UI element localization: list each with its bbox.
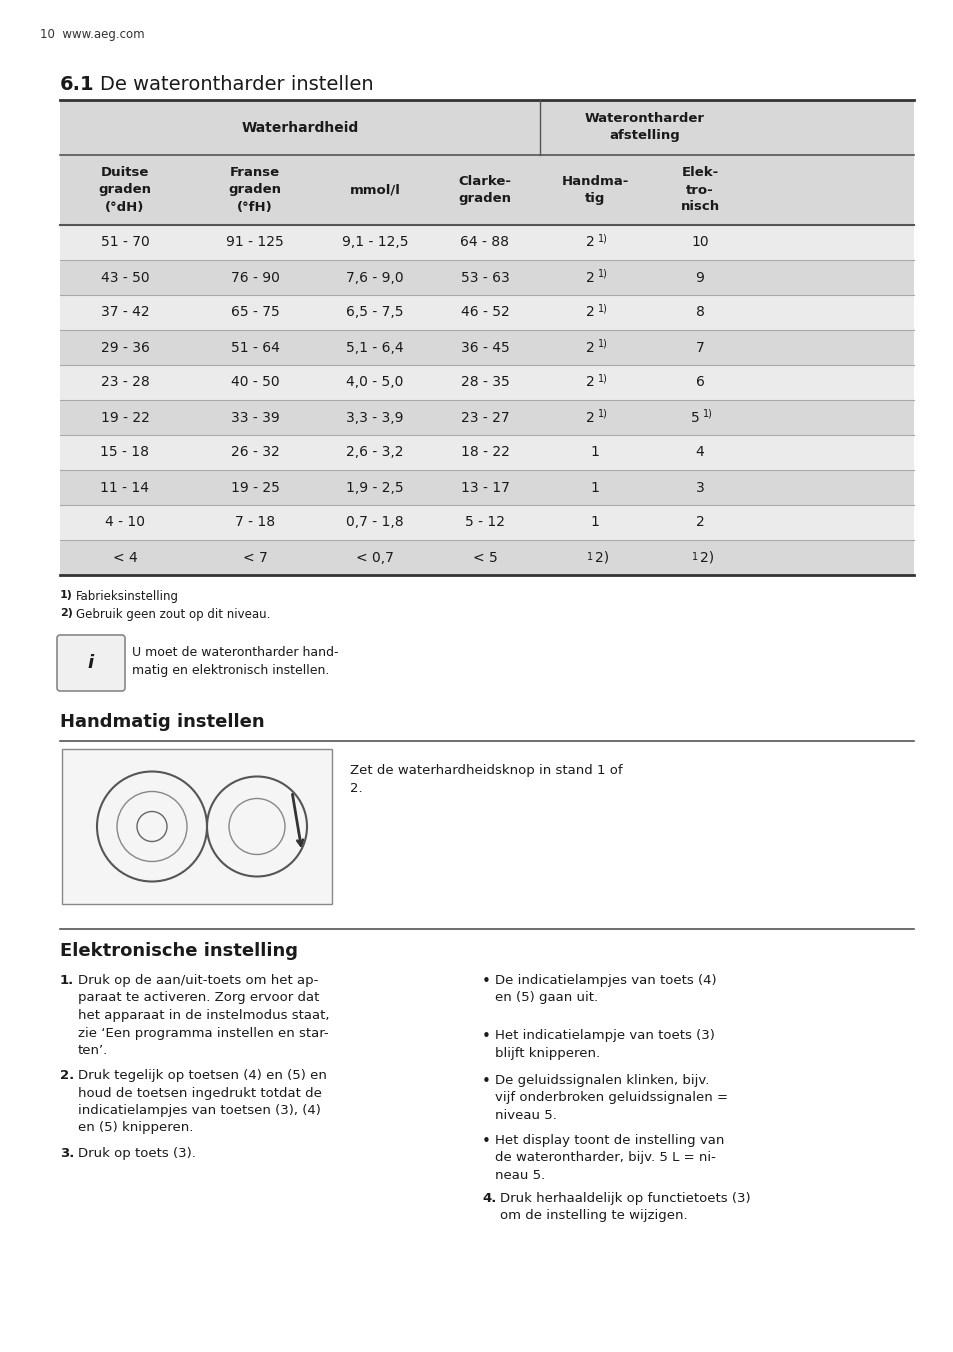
Text: 1: 1 [590, 446, 598, 460]
Text: 7,6 - 9,0: 7,6 - 9,0 [346, 270, 403, 284]
Text: < 0,7: < 0,7 [355, 550, 394, 565]
Text: 4.: 4. [481, 1192, 496, 1205]
Text: 2: 2 [585, 306, 594, 319]
Text: 2): 2) [60, 608, 72, 618]
Bar [60, 470, 913, 506]
Text: 1: 1 [590, 515, 598, 530]
Text: Gebruik geen zout op dit niveau.: Gebruik geen zout op dit niveau. [76, 608, 270, 621]
Text: Het indicatielampje van toets (3)
blijft knipperen.: Het indicatielampje van toets (3) blijft… [495, 1029, 714, 1060]
Bar [60, 506, 913, 539]
Bar [60, 155, 913, 224]
Text: 8: 8 [695, 306, 703, 319]
Text: 4,0 - 5,0: 4,0 - 5,0 [346, 376, 403, 389]
Text: 65 - 75: 65 - 75 [231, 306, 279, 319]
Text: 36 - 45: 36 - 45 [460, 341, 509, 354]
Text: 9,1 - 12,5: 9,1 - 12,5 [341, 235, 408, 250]
Text: 26 - 32: 26 - 32 [231, 446, 279, 460]
Text: 1): 1) [598, 408, 607, 419]
Text: De indicatielampjes van toets (4)
en (5) gaan uit.: De indicatielampjes van toets (4) en (5)… [495, 973, 716, 1005]
Bar [60, 365, 913, 400]
Text: 10: 10 [691, 235, 708, 250]
Text: 5,1 - 6,4: 5,1 - 6,4 [346, 341, 403, 354]
Text: 53 - 63: 53 - 63 [460, 270, 509, 284]
Bar [60, 435, 913, 470]
Text: 2,6 - 3,2: 2,6 - 3,2 [346, 446, 403, 460]
Text: 1): 1) [598, 338, 607, 349]
Text: 2: 2 [585, 376, 594, 389]
Text: < 5: < 5 [472, 550, 497, 565]
Text: 19 - 25: 19 - 25 [231, 480, 279, 495]
Text: 37 - 42: 37 - 42 [101, 306, 150, 319]
Text: 3.: 3. [60, 1146, 74, 1160]
Text: 28 - 35: 28 - 35 [460, 376, 509, 389]
Text: 46 - 52: 46 - 52 [460, 306, 509, 319]
Text: Franse
graden
(°fH): Franse graden (°fH) [229, 166, 281, 214]
Text: 1): 1) [60, 589, 72, 600]
Text: 2: 2 [695, 515, 703, 530]
Bar [60, 295, 913, 330]
Text: Zet de waterhardheidsknop in stand 1 of
2.: Zet de waterhardheidsknop in stand 1 of … [350, 764, 622, 795]
Text: 11 - 14: 11 - 14 [100, 480, 150, 495]
Text: •: • [481, 1029, 491, 1044]
Text: 7: 7 [695, 341, 703, 354]
Bar [60, 224, 913, 260]
Text: 2: 2 [585, 235, 594, 250]
Bar [60, 539, 913, 575]
Text: 13 - 17: 13 - 17 [460, 480, 509, 495]
Text: Waterhardheid: Waterhardheid [241, 120, 358, 134]
Text: 9: 9 [695, 270, 703, 284]
Text: 19 - 22: 19 - 22 [100, 411, 150, 425]
Text: 1): 1) [598, 269, 607, 279]
Text: Druk op toets (3).: Druk op toets (3). [78, 1146, 195, 1160]
Text: 6: 6 [695, 376, 703, 389]
Text: mmol/l: mmol/l [349, 184, 400, 196]
Text: 4: 4 [695, 446, 703, 460]
Text: 43 - 50: 43 - 50 [101, 270, 150, 284]
Text: Druk tegelijk op toetsen (4) en (5) en
houd de toetsen ingedrukt totdat de
indic: Druk tegelijk op toetsen (4) en (5) en h… [78, 1069, 327, 1134]
Text: •: • [481, 973, 491, 990]
Text: 5 - 12: 5 - 12 [464, 515, 504, 530]
Text: 1.: 1. [60, 973, 74, 987]
Text: 1,9 - 2,5: 1,9 - 2,5 [346, 480, 403, 495]
Text: 10  www.aeg.com: 10 www.aeg.com [40, 28, 145, 41]
Text: 23 - 27: 23 - 27 [460, 411, 509, 425]
Text: Handmatig instellen: Handmatig instellen [60, 713, 264, 731]
Text: 2: 2 [585, 411, 594, 425]
FancyBboxPatch shape [57, 635, 125, 691]
Text: 1): 1) [598, 234, 607, 243]
Text: De geluidssignalen klinken, bijv.
vijf onderbroken geluidssignalen =
niveau 5.: De geluidssignalen klinken, bijv. vijf o… [495, 1073, 727, 1122]
Text: 6,5 - 7,5: 6,5 - 7,5 [346, 306, 403, 319]
Text: 29 - 36: 29 - 36 [100, 341, 150, 354]
Text: U moet de waterontharder hand-
matig en elektronisch instellen.: U moet de waterontharder hand- matig en … [132, 646, 338, 677]
Text: 1): 1) [598, 373, 607, 384]
Text: < 4: < 4 [112, 550, 137, 565]
Text: 3: 3 [695, 480, 703, 495]
Text: 4 - 10: 4 - 10 [105, 515, 145, 530]
Text: Druk op de aan/uit-toets om het ap-
paraat te activeren. Zorg ervoor dat
het app: Druk op de aan/uit-toets om het ap- para… [78, 973, 329, 1057]
Text: 23 - 28: 23 - 28 [100, 376, 150, 389]
Text: Fabrieksinstelling: Fabrieksinstelling [76, 589, 179, 603]
Bar [62, 749, 332, 904]
Text: i: i [88, 654, 94, 672]
Bar [60, 260, 913, 295]
Text: 2: 2 [585, 341, 594, 354]
Text: De waterontharder instellen: De waterontharder instellen [100, 74, 374, 95]
Bar [60, 330, 913, 365]
Text: 40 - 50: 40 - 50 [231, 376, 279, 389]
Text: 5: 5 [690, 411, 699, 425]
Text: 2: 2 [585, 270, 594, 284]
Text: Clarke-
graden: Clarke- graden [458, 174, 511, 206]
Text: 1): 1) [598, 303, 607, 314]
Text: 1: 1 [590, 480, 598, 495]
Text: Duitse
graden
(°dH): Duitse graden (°dH) [98, 166, 152, 214]
Text: 1: 1 [691, 553, 698, 562]
Text: •: • [481, 1134, 491, 1149]
Text: 18 - 22: 18 - 22 [460, 446, 509, 460]
Text: 51 - 70: 51 - 70 [100, 235, 150, 250]
Text: 2): 2) [595, 550, 608, 565]
Text: 6.1: 6.1 [60, 74, 94, 95]
Text: •: • [481, 1073, 491, 1088]
Text: Elek-
tro-
nisch: Elek- tro- nisch [679, 166, 719, 214]
Bar [60, 100, 913, 575]
Text: 15 - 18: 15 - 18 [100, 446, 150, 460]
